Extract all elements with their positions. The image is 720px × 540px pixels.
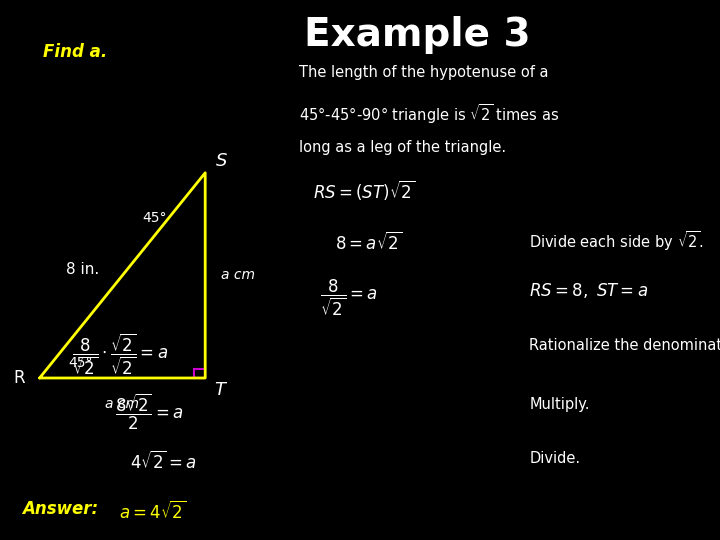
Text: Rationalize the denominator.: Rationalize the denominator. (529, 338, 720, 353)
Text: Divide.: Divide. (529, 451, 580, 466)
Bar (194, 369, 205, 378)
Text: S: S (216, 152, 228, 170)
Text: 8 in.: 8 in. (66, 262, 99, 278)
Text: $RS = (ST)\sqrt{2}$: $RS = (ST)\sqrt{2}$ (313, 178, 415, 202)
Text: a cm: a cm (221, 268, 255, 282)
Text: T: T (214, 381, 225, 399)
Text: Find a.: Find a. (43, 43, 107, 61)
Text: Divide each side by $\sqrt{2}$.: Divide each side by $\sqrt{2}$. (529, 230, 704, 253)
Text: Answer:: Answer: (22, 500, 98, 517)
Text: The length of the hypotenuse of a: The length of the hypotenuse of a (299, 65, 549, 80)
Text: $4\sqrt{2} = a$: $4\sqrt{2} = a$ (130, 451, 196, 473)
Text: 45°: 45° (143, 211, 167, 225)
Text: a cm: a cm (105, 397, 140, 411)
Text: $\dfrac{8\sqrt{2}}{2} = a$: $\dfrac{8\sqrt{2}}{2} = a$ (115, 392, 184, 431)
Text: Example 3: Example 3 (305, 16, 531, 54)
Text: long as a leg of the triangle.: long as a leg of the triangle. (299, 140, 506, 156)
Text: R: R (14, 369, 25, 387)
Text: 45°: 45° (68, 356, 93, 370)
Text: $8 = a\sqrt{2}$: $8 = a\sqrt{2}$ (335, 232, 402, 254)
Text: Multiply.: Multiply. (529, 397, 590, 412)
Text: 45°-45°-90° triangle is $\sqrt{2}$ times as: 45°-45°-90° triangle is $\sqrt{2}$ times… (299, 103, 559, 126)
Text: $\dfrac{8}{\sqrt{2}} \cdot \dfrac{\sqrt{2}}{\sqrt{2}} = a$: $\dfrac{8}{\sqrt{2}} \cdot \dfrac{\sqrt{… (72, 332, 168, 377)
Text: $RS = 8,\ ST = a$: $RS = 8,\ ST = a$ (529, 281, 649, 300)
Text: $a = 4\sqrt{2}$: $a = 4\sqrt{2}$ (119, 501, 186, 523)
Text: $\dfrac{8}{\sqrt{2}} = a$: $\dfrac{8}{\sqrt{2}} = a$ (320, 278, 379, 319)
